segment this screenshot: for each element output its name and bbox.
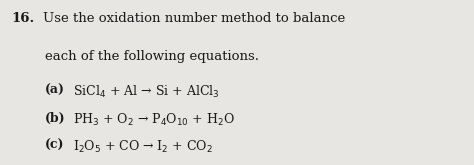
Text: Use the oxidation number method to balance: Use the oxidation number method to balan… xyxy=(43,12,345,25)
Text: (a): (a) xyxy=(45,84,65,97)
Text: SiCl$_4$ + Al → Si + AlCl$_3$: SiCl$_4$ + Al → Si + AlCl$_3$ xyxy=(73,84,220,100)
Text: (c): (c) xyxy=(45,139,64,152)
Text: 16.: 16. xyxy=(12,12,35,25)
Text: (b): (b) xyxy=(45,112,66,125)
Text: PH$_3$ + O$_2$ → P$_4$O$_{10}$ + H$_2$O: PH$_3$ + O$_2$ → P$_4$O$_{10}$ + H$_2$O xyxy=(73,112,235,128)
Text: each of the following equations.: each of the following equations. xyxy=(45,50,259,63)
Text: I$_2$O$_5$ + CO → I$_2$ + CO$_2$: I$_2$O$_5$ + CO → I$_2$ + CO$_2$ xyxy=(73,139,213,155)
